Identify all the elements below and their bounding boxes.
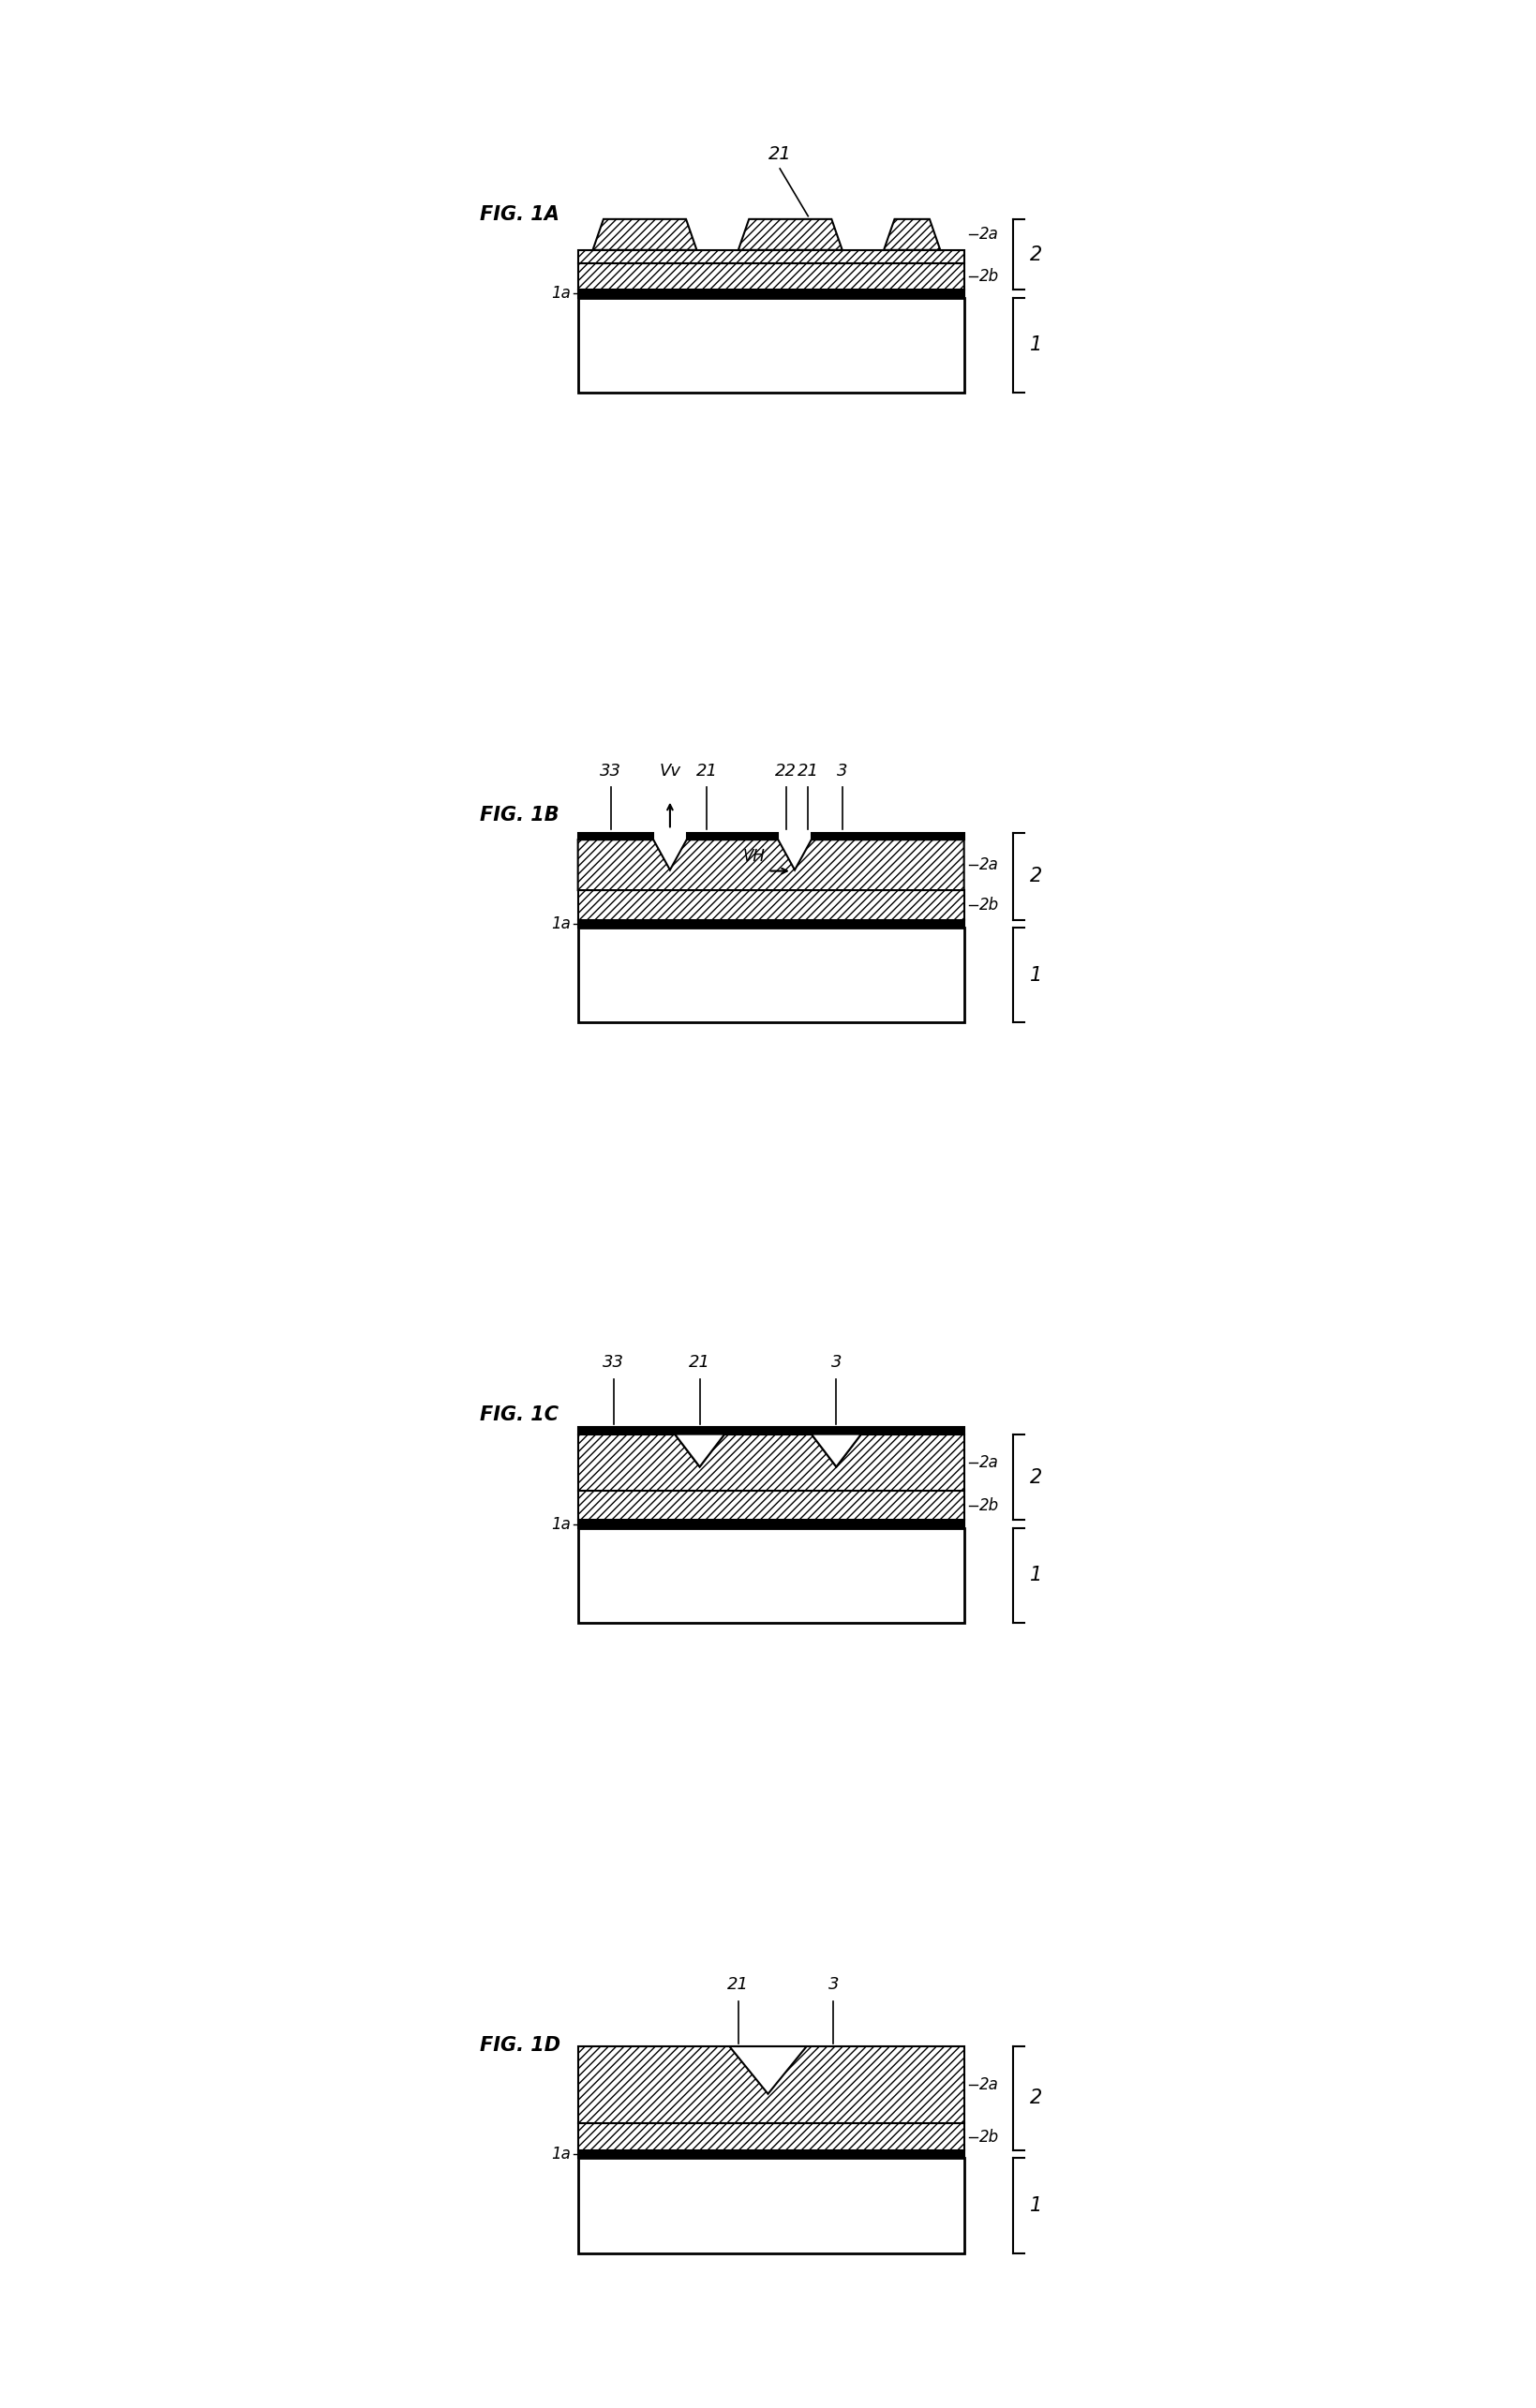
Polygon shape [578,840,965,891]
Text: 21: 21 [696,763,717,780]
Bar [687,833,779,840]
Text: 21: 21 [690,1353,711,1370]
Bar [578,289,965,299]
Polygon shape [674,1435,725,1466]
Bar [578,1519,965,1529]
Text: 2a: 2a [980,226,998,243]
Bar [578,250,965,262]
Text: 1a: 1a [551,284,571,301]
Text: 3: 3 [831,1353,842,1370]
Text: FIG. 1A: FIG. 1A [479,205,559,224]
Text: 21: 21 [728,1977,750,1994]
Bar [578,920,965,927]
Text: 2: 2 [1031,867,1043,886]
Bar [578,2047,965,2124]
Text: 1: 1 [1031,335,1043,354]
Text: 3: 3 [837,763,848,780]
Text: 22: 22 [776,763,797,780]
Text: FIG. 1C: FIG. 1C [479,1406,559,1426]
Polygon shape [730,2047,806,2095]
Text: 1: 1 [1031,2196,1043,2215]
Text: 33: 33 [602,1353,624,1370]
Text: 21: 21 [797,763,819,780]
Text: 3: 3 [828,1977,839,1994]
Bar [578,833,653,840]
Bar [578,891,965,920]
Polygon shape [593,219,697,250]
Text: 2a: 2a [980,2076,998,2093]
Text: Vv: Vv [659,763,680,780]
Text: VH: VH [742,848,765,864]
Bar [578,927,965,1023]
Polygon shape [674,1435,725,1466]
Bar [578,2150,965,2158]
Bar [578,1529,965,1623]
Bar [578,1435,965,1491]
Text: 1: 1 [1031,1565,1043,1584]
Polygon shape [811,1435,862,1466]
Text: 2: 2 [1031,246,1043,265]
Bar [578,299,965,393]
Text: 1: 1 [1031,966,1043,985]
Polygon shape [883,219,940,250]
Text: 1a: 1a [551,1515,571,1531]
Text: 2b: 2b [980,1498,1000,1515]
Text: 2b: 2b [980,267,1000,284]
Text: 21: 21 [768,144,791,164]
Text: 2: 2 [1031,1469,1043,1486]
Bar [578,262,965,289]
Bar [578,1428,965,1435]
Text: 2b: 2b [980,2129,1000,2146]
Text: 1a: 1a [551,915,571,932]
Bar [578,2158,965,2254]
Text: 2b: 2b [980,896,1000,913]
Text: 2a: 2a [980,857,998,874]
Bar [811,833,965,840]
Polygon shape [811,1435,862,1466]
Text: FIG. 1B: FIG. 1B [479,804,559,824]
Text: 2a: 2a [980,1454,998,1471]
Bar [578,1491,965,1519]
Polygon shape [739,219,842,250]
Text: 1a: 1a [551,2146,571,2162]
Text: 2: 2 [1031,2090,1043,2107]
Bar [578,2124,965,2150]
Text: 33: 33 [601,763,622,780]
Text: FIG. 1D: FIG. 1D [479,2035,561,2054]
